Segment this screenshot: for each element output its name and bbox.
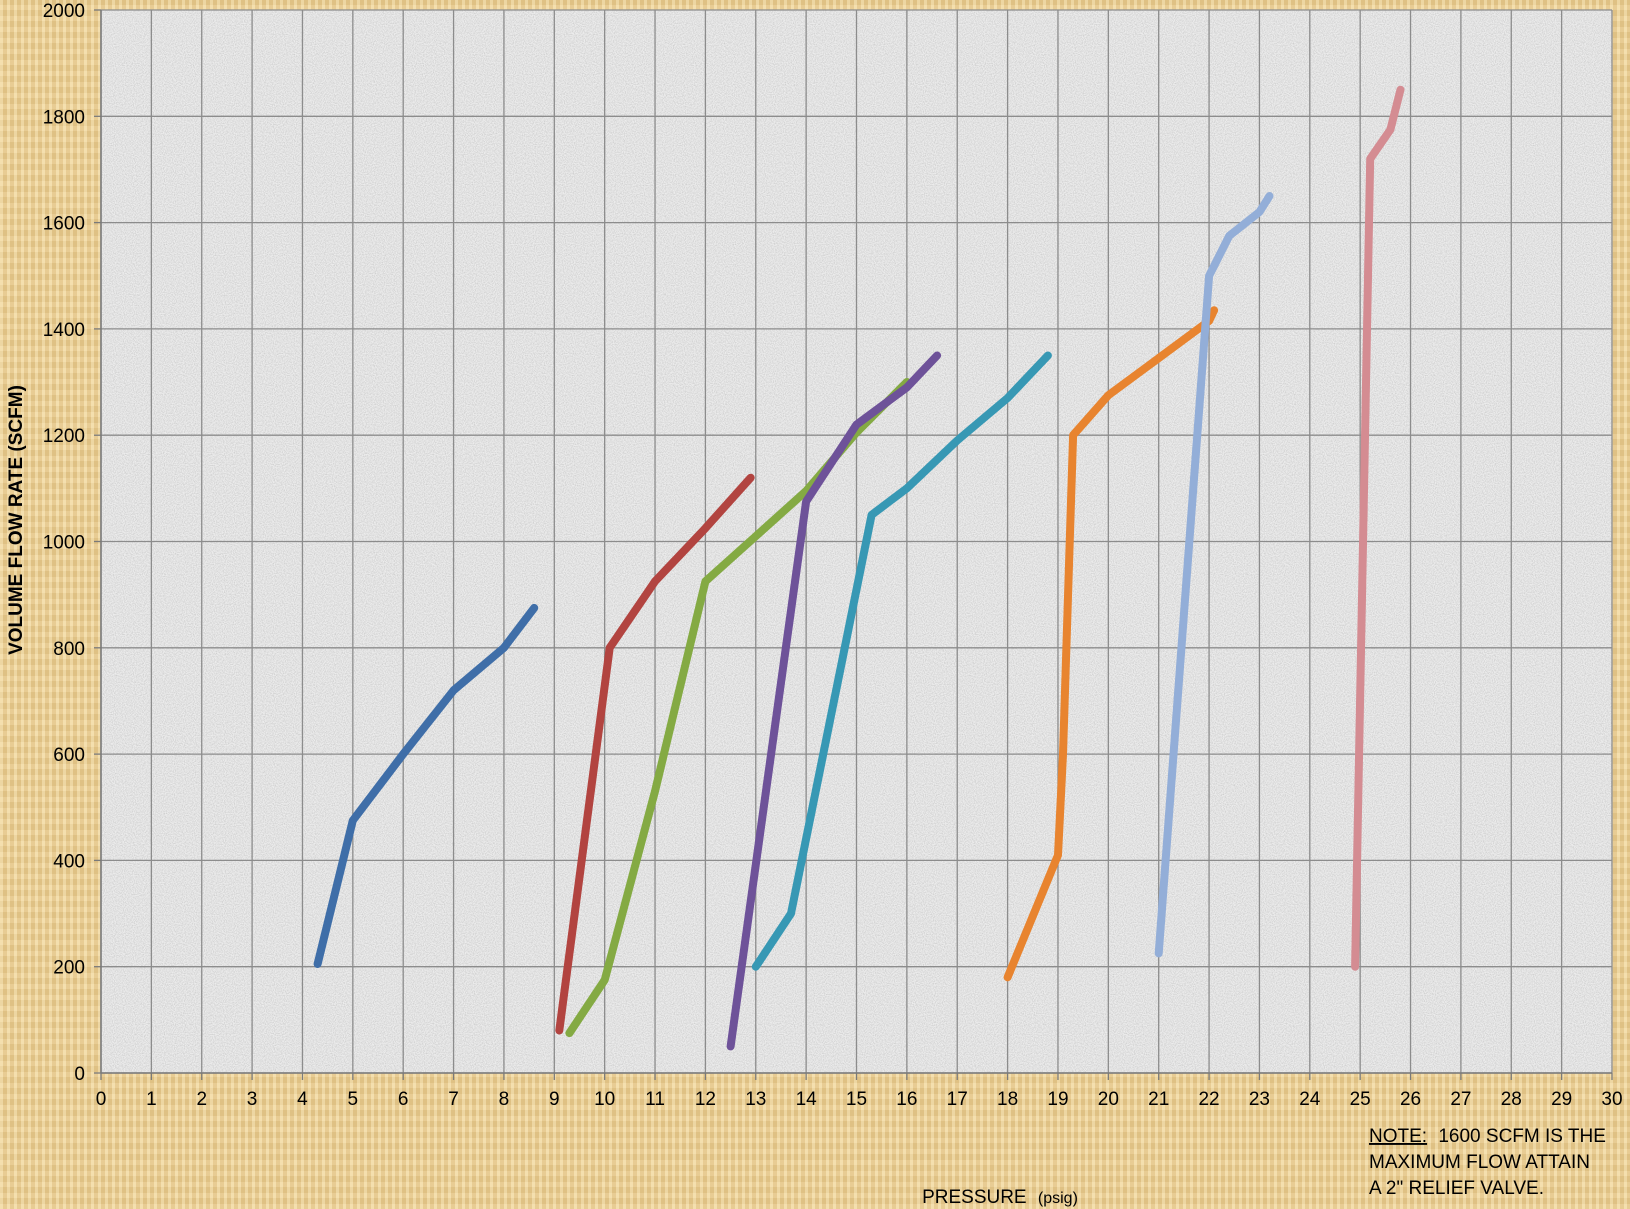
x-tick-label: 6 — [398, 1089, 409, 1110]
x-tick-label: 24 — [1299, 1089, 1321, 1110]
note: NOTE: 1600 SCFM IS THE MAXIMUM FLOW ATTA… — [1369, 1126, 1611, 1199]
y-tick-label: 1600 — [43, 214, 85, 235]
x-tick-label: 14 — [796, 1089, 818, 1110]
x-tick-label: 4 — [297, 1089, 308, 1110]
x-tick-label: 8 — [499, 1089, 510, 1110]
y-tick-label: 2000 — [43, 1, 85, 22]
y-tick-label: 600 — [53, 745, 85, 766]
x-tick-label: 1 — [146, 1089, 157, 1110]
x-tick-label: 2 — [196, 1089, 207, 1110]
x-tick-label: 12 — [695, 1089, 716, 1110]
y-tick-label: 200 — [53, 958, 85, 979]
y-tick-label: 800 — [53, 639, 85, 660]
x-axis-label-unit: (psig) — [1038, 1190, 1078, 1207]
y-tick-label: 1800 — [43, 107, 85, 128]
x-tick-label: 5 — [348, 1089, 359, 1110]
x-tick-label: 30 — [1601, 1089, 1622, 1110]
x-axis-label-text: PRESSURE — [922, 1187, 1027, 1208]
x-tick-label: 29 — [1551, 1089, 1572, 1110]
x-tick-label: 18 — [997, 1089, 1018, 1110]
x-tick-label: 27 — [1450, 1089, 1471, 1110]
x-tick-label: 17 — [947, 1089, 968, 1110]
x-tick-label: 23 — [1249, 1089, 1270, 1110]
x-tick-label: 19 — [1047, 1089, 1068, 1110]
y-tick-label: 1400 — [43, 320, 85, 341]
x-tick-label: 28 — [1501, 1089, 1522, 1110]
x-tick-label: 11 — [645, 1089, 665, 1110]
x-tick-label: 22 — [1198, 1089, 1219, 1110]
x-tick-label: 3 — [247, 1089, 258, 1110]
y-tick-label: 1200 — [43, 426, 85, 447]
y-tick-label: 1000 — [43, 533, 85, 554]
note-line-1: 1600 SCFM IS THE — [1438, 1126, 1606, 1147]
series-line-5 — [751, 351, 1052, 971]
x-tick-label: 26 — [1400, 1089, 1421, 1110]
series-line-8 — [1351, 85, 1405, 971]
note-line-2: MAXIMUM FLOW ATTAIN — [1369, 1152, 1590, 1173]
series-line-4 — [726, 351, 942, 1051]
x-tick-label: 13 — [745, 1089, 766, 1110]
series-line-2 — [555, 473, 755, 1035]
series-lines — [313, 85, 1405, 1051]
series-line-7 — [1154, 192, 1274, 958]
x-tick-label: 15 — [846, 1089, 867, 1110]
note-label: NOTE: — [1369, 1126, 1427, 1147]
y-tick-label: 0 — [74, 1064, 85, 1085]
x-tick-label: 7 — [448, 1089, 459, 1110]
series-line-1 — [313, 603, 539, 968]
x-tick-labels: 0 1 2 3 4 5 6 7 8 9 10 11 12 13 14 15 16 17 18 19 20 21 22 23 24… — [96, 1073, 1623, 1110]
x-tick-label: 21 — [1148, 1089, 1169, 1110]
x-tick-label: 10 — [594, 1089, 615, 1110]
y-tick-label: 400 — [53, 851, 85, 872]
x-tick-label: 16 — [896, 1089, 917, 1110]
note-line-3: A 2" RELIEF VALVE. — [1369, 1178, 1544, 1199]
y-axis-label: VOLUME FLOW RATE (SCFM) — [6, 385, 27, 655]
x-tick-label: 0 — [96, 1089, 107, 1110]
series-line-6 — [1003, 306, 1219, 982]
x-axis-label: PRESSURE (psig) — [922, 1187, 1078, 1208]
x-tick-label: 25 — [1350, 1089, 1371, 1110]
y-tick-labels: 0 200 400 600 800 1000 1200 1400 1600 1800 2000 — [43, 1, 101, 1085]
x-tick-label: 20 — [1098, 1089, 1119, 1110]
x-tick-label: 9 — [549, 1089, 560, 1110]
